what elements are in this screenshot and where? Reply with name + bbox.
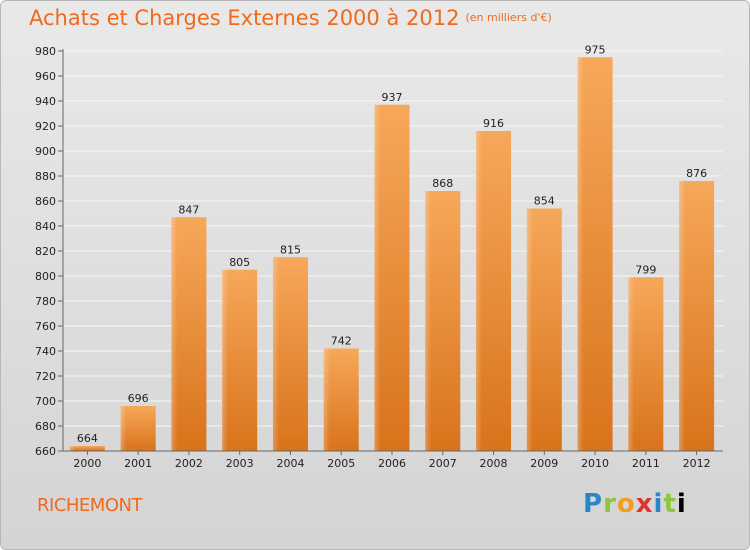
x-tick-label: 2012 <box>683 457 711 470</box>
bar-value-label: 868 <box>432 177 453 190</box>
y-tick-label: 700 <box>35 395 56 408</box>
chart-subtitle: (en milliers d'€) <box>465 11 552 24</box>
bar <box>69 446 105 451</box>
y-axis: 660 680 700 720 740 760 780 800 820 840 860 880 900 9… <box>35 45 64 458</box>
y-tick-label: 940 <box>35 95 56 108</box>
x-tick-label: 2002 <box>175 457 203 470</box>
x-tick-label: 2000 <box>73 457 101 470</box>
y-tick-label: 880 <box>35 170 56 183</box>
y-tick-label: 900 <box>35 145 56 158</box>
bar-value-label: 876 <box>686 167 707 180</box>
bars: 664 696 847 805 815 742 937 868 916 854 975 799 876 <box>69 43 715 451</box>
bar-highlight <box>628 277 635 451</box>
y-tick-label: 660 <box>35 445 56 458</box>
bar-highlight <box>323 348 330 451</box>
x-tick-label: 2004 <box>276 457 304 470</box>
logo-letter: x <box>635 489 654 519</box>
logo-letter: i <box>653 489 664 519</box>
bar-value-label: 815 <box>280 243 301 256</box>
x-tick-label: 2008 <box>480 457 508 470</box>
bar-highlight <box>526 208 533 451</box>
bar-value-label: 975 <box>585 43 606 56</box>
bar-highlight <box>171 217 178 451</box>
bar-highlight <box>425 191 432 451</box>
bar-highlight <box>272 257 279 451</box>
logo-letter: o <box>616 489 636 519</box>
x-tick-label: 2009 <box>530 457 558 470</box>
bar-value-label: 799 <box>635 263 656 276</box>
y-tick-label: 820 <box>35 245 56 258</box>
y-tick-label: 720 <box>35 370 56 383</box>
logo-letter: P <box>583 489 604 519</box>
chart-title-text: Achats et Charges Externes 2000 à 2012 <box>29 6 460 30</box>
y-tick-label: 680 <box>35 420 56 433</box>
y-tick-label: 920 <box>35 120 56 133</box>
bar-value-label: 742 <box>331 335 352 348</box>
bar-value-label: 664 <box>77 432 98 445</box>
bar-highlight <box>577 57 584 451</box>
x-tick-label: 2003 <box>226 457 254 470</box>
x-tick-label: 2005 <box>327 457 355 470</box>
bar-value-label: 854 <box>534 195 555 208</box>
y-tick-label: 980 <box>35 45 56 58</box>
logo-letter: i <box>676 489 687 519</box>
y-tick-label: 780 <box>35 295 56 308</box>
y-tick-label: 740 <box>35 345 56 358</box>
y-tick-label: 760 <box>35 320 56 333</box>
bar-highlight <box>120 406 127 451</box>
chart-title: Achats et Charges Externes 2000 à 2012 (e… <box>29 6 552 30</box>
x-tick-label: 2010 <box>581 457 609 470</box>
x-tick-label: 2011 <box>632 457 660 470</box>
y-tick-label: 960 <box>35 70 56 83</box>
logo-letter: t <box>663 489 677 519</box>
bar-highlight <box>374 104 381 451</box>
x-tick-label: 2007 <box>429 457 457 470</box>
x-tick-label: 2006 <box>378 457 406 470</box>
y-tick-label: 840 <box>35 220 56 233</box>
brand-logo: Proxiti <box>583 489 687 519</box>
y-tick-label: 860 <box>35 195 56 208</box>
bar-value-label: 847 <box>178 203 199 216</box>
x-tick-label: 2001 <box>124 457 152 470</box>
bar-value-label: 696 <box>128 392 149 405</box>
bar-value-label: 805 <box>229 256 250 269</box>
logo-letter: r <box>603 489 617 519</box>
bar-highlight <box>69 446 76 451</box>
bar-value-label: 937 <box>382 91 403 104</box>
y-tick-label: 800 <box>35 270 56 283</box>
bar-highlight <box>679 181 686 451</box>
bar-highlight <box>476 131 483 451</box>
bar-value-label: 916 <box>483 117 504 130</box>
x-axis: 2000 2001 2002 2003 2004 2005 2006 2007 2008 2009… <box>63 450 723 470</box>
bar-highlight <box>222 269 229 451</box>
location-name: RICHEMONT <box>37 495 142 516</box>
